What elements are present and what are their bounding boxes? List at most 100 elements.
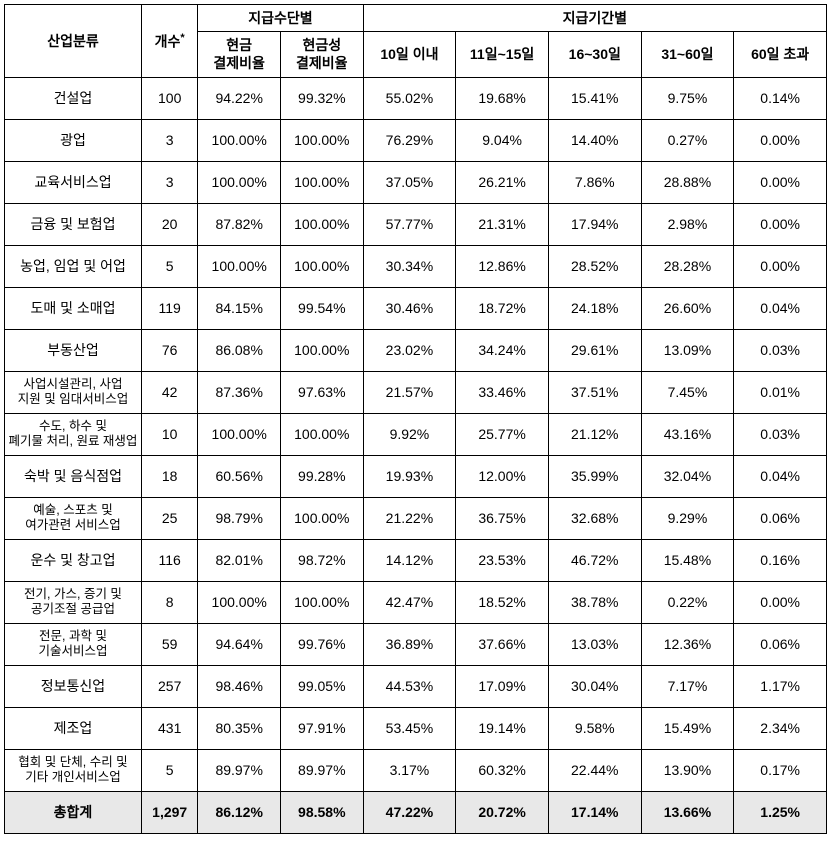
total-p5: 1.25% xyxy=(734,791,827,833)
cell-p4: 7.45% xyxy=(641,371,734,413)
cell-p3: 7.86% xyxy=(548,161,641,203)
cell-count: 25 xyxy=(141,497,197,539)
total-count: 1,297 xyxy=(141,791,197,833)
cell-cash: 100.00% xyxy=(198,161,281,203)
cell-cashlike: 100.00% xyxy=(280,119,363,161)
cell-p1: 21.57% xyxy=(363,371,456,413)
table-footer: 총합계 1,297 86.12% 98.58% 47.22% 20.72% 17… xyxy=(5,791,827,833)
cell-p5: 2.34% xyxy=(734,707,827,749)
cell-p4: 0.22% xyxy=(641,581,734,623)
total-cash: 86.12% xyxy=(198,791,281,833)
header-count: 개수* xyxy=(141,5,197,78)
cell-p3: 29.61% xyxy=(548,329,641,371)
cell-cash: 87.82% xyxy=(198,203,281,245)
table-row: 부동산업7686.08%100.00%23.02%34.24%29.61%13.… xyxy=(5,329,827,371)
industry-cell: 도매 및 소매업 xyxy=(5,287,142,329)
cell-p1: 19.93% xyxy=(363,455,456,497)
cell-cash: 60.56% xyxy=(198,455,281,497)
cell-p3: 22.44% xyxy=(548,749,641,791)
industry-cell: 광업 xyxy=(5,119,142,161)
industry-cell: 사업시설관리, 사업지원 및 임대서비스업 xyxy=(5,371,142,413)
table-row: 예술, 스포츠 및여가관련 서비스업2598.79%100.00%21.22%3… xyxy=(5,497,827,539)
header-cash-ratio-l2: 결제비율 xyxy=(213,55,265,71)
table-row: 도매 및 소매업11984.15%99.54%30.46%18.72%24.18… xyxy=(5,287,827,329)
cell-p4: 28.28% xyxy=(641,245,734,287)
cell-p2: 17.09% xyxy=(456,665,549,707)
cell-p1: 30.46% xyxy=(363,287,456,329)
total-p2: 20.72% xyxy=(456,791,549,833)
table-row: 협회 및 단체, 수리 및기타 개인서비스업589.97%89.97%3.17%… xyxy=(5,749,827,791)
cell-p1: 14.12% xyxy=(363,539,456,581)
cell-cash: 94.22% xyxy=(198,77,281,119)
industry-cell: 교육서비스업 xyxy=(5,161,142,203)
table-row: 숙박 및 음식점업1860.56%99.28%19.93%12.00%35.99… xyxy=(5,455,827,497)
cell-p2: 25.77% xyxy=(456,413,549,455)
cell-cashlike: 99.76% xyxy=(280,623,363,665)
cell-p5: 1.17% xyxy=(734,665,827,707)
header-period-11-15: 11일~15일 xyxy=(456,32,549,77)
cell-cash: 87.36% xyxy=(198,371,281,413)
cell-count: 3 xyxy=(141,161,197,203)
cell-p3: 37.51% xyxy=(548,371,641,413)
industry-cell: 전기, 가스, 증기 및공기조절 공급업 xyxy=(5,581,142,623)
cell-cashlike: 99.05% xyxy=(280,665,363,707)
cell-p2: 36.75% xyxy=(456,497,549,539)
cell-p4: 32.04% xyxy=(641,455,734,497)
cell-p1: 76.29% xyxy=(363,119,456,161)
cell-p4: 12.36% xyxy=(641,623,734,665)
cell-cash: 98.46% xyxy=(198,665,281,707)
cell-p1: 3.17% xyxy=(363,749,456,791)
table-row: 제조업43180.35%97.91%53.45%19.14%9.58%15.49… xyxy=(5,707,827,749)
industry-cell: 금융 및 보험업 xyxy=(5,203,142,245)
cell-cash: 100.00% xyxy=(198,119,281,161)
industry-cell: 예술, 스포츠 및여가관련 서비스업 xyxy=(5,497,142,539)
cell-p1: 21.22% xyxy=(363,497,456,539)
cell-p3: 30.04% xyxy=(548,665,641,707)
cell-cashlike: 100.00% xyxy=(280,203,363,245)
cell-p2: 21.31% xyxy=(456,203,549,245)
cell-p3: 9.58% xyxy=(548,707,641,749)
industry-cell: 농업, 임업 및 어업 xyxy=(5,245,142,287)
industry-cell: 협회 및 단체, 수리 및기타 개인서비스업 xyxy=(5,749,142,791)
total-p3: 17.14% xyxy=(548,791,641,833)
cell-cash: 100.00% xyxy=(198,245,281,287)
cell-p5: 0.04% xyxy=(734,287,827,329)
cell-p4: 13.09% xyxy=(641,329,734,371)
header-industry: 산업분류 xyxy=(5,5,142,78)
industry-cell: 제조업 xyxy=(5,707,142,749)
cell-p1: 37.05% xyxy=(363,161,456,203)
cell-p5: 0.00% xyxy=(734,119,827,161)
header-payment-period-group: 지급기간별 xyxy=(363,5,826,32)
cell-p1: 9.92% xyxy=(363,413,456,455)
table-body: 건설업10094.22%99.32%55.02%19.68%15.41%9.75… xyxy=(5,77,827,791)
cell-p5: 0.06% xyxy=(734,497,827,539)
industry-cell: 전문, 과학 및기술서비스업 xyxy=(5,623,142,665)
cell-p3: 17.94% xyxy=(548,203,641,245)
cell-p3: 24.18% xyxy=(548,287,641,329)
cell-p1: 36.89% xyxy=(363,623,456,665)
cell-cash: 89.97% xyxy=(198,749,281,791)
header-payment-method-group: 지급수단별 xyxy=(198,5,363,32)
cell-count: 431 xyxy=(141,707,197,749)
table-row: 운수 및 창고업11682.01%98.72%14.12%23.53%46.72… xyxy=(5,539,827,581)
cell-p3: 35.99% xyxy=(548,455,641,497)
cell-count: 3 xyxy=(141,119,197,161)
total-row: 총합계 1,297 86.12% 98.58% 47.22% 20.72% 17… xyxy=(5,791,827,833)
cell-cash: 80.35% xyxy=(198,707,281,749)
cell-p4: 26.60% xyxy=(641,287,734,329)
cell-cashlike: 100.00% xyxy=(280,329,363,371)
industry-payment-table: 산업분류 개수* 지급수단별 지급기간별 현금 결제비율 현금성 결제비율 10… xyxy=(4,4,827,834)
cell-cashlike: 89.97% xyxy=(280,749,363,791)
cell-p5: 0.17% xyxy=(734,749,827,791)
header-period-31-60: 31~60일 xyxy=(641,32,734,77)
industry-cell: 숙박 및 음식점업 xyxy=(5,455,142,497)
cell-count: 100 xyxy=(141,77,197,119)
cell-cashlike: 99.54% xyxy=(280,287,363,329)
header-period-16-30: 16~30일 xyxy=(548,32,641,77)
cell-p2: 19.14% xyxy=(456,707,549,749)
cell-p5: 0.03% xyxy=(734,329,827,371)
cell-cashlike: 98.72% xyxy=(280,539,363,581)
cell-p2: 12.00% xyxy=(456,455,549,497)
cell-cashlike: 99.32% xyxy=(280,77,363,119)
cell-p2: 12.86% xyxy=(456,245,549,287)
